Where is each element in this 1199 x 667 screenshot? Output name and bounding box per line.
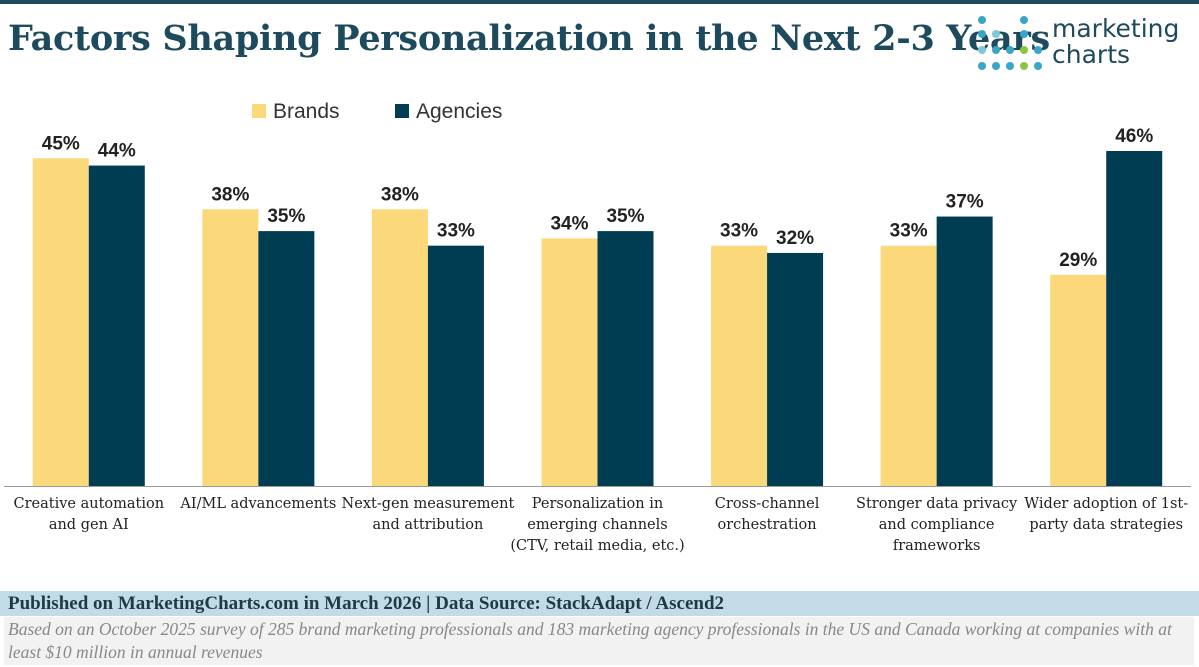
- x-tick-label-line: Wider adoption of 1st-: [1024, 496, 1188, 512]
- data-label-brands-0: 45%: [42, 133, 80, 154]
- x-tick-label-1: AI/ML advancements: [179, 496, 336, 512]
- marketingcharts-logo: marketing charts: [974, 12, 1194, 78]
- legend-label-brands: Brands: [273, 100, 340, 123]
- x-tick-label-0: Creative automation and gen AI: [13, 496, 164, 533]
- data-label-brands-1: 38%: [211, 184, 249, 205]
- bar-brands-1: [202, 209, 259, 486]
- data-label-agencies-3: 35%: [606, 206, 644, 227]
- data-label-agencies-1: 35%: [267, 206, 305, 227]
- published-source-text: Published on MarketingCharts.com in Marc…: [8, 593, 725, 614]
- survey-note-box: Based on an October 2025 survey of 285 b…: [4, 617, 1194, 665]
- data-label-agencies-4: 32%: [776, 228, 814, 249]
- bar-agencies-0: [88, 165, 145, 486]
- data-label-agencies-5: 37%: [946, 192, 984, 213]
- x-tick-label-2: Next-gen measurement and attribution: [342, 496, 515, 533]
- x-tick-label-line: Personalization in: [532, 496, 663, 512]
- x-tick-label-line: Stronger data privacy: [856, 496, 1018, 512]
- x-tick-label-line: (CTV, retail media, etc.): [510, 538, 684, 554]
- bar-brands-2: [371, 209, 428, 486]
- x-tick-label-line: and compliance: [879, 517, 995, 533]
- x-tick-label-3: Personalization in emerging channels (CTV,…: [510, 496, 684, 554]
- survey-note-text: Based on an October 2025 survey of 285 b…: [8, 619, 1172, 662]
- x-tick-label-line: and gen AI: [49, 517, 129, 533]
- logo-text: marketing charts: [1052, 16, 1179, 68]
- footer-published-bar: Published on MarketingCharts.com in Marc…: [0, 591, 1199, 616]
- logo-dots-icon: [978, 16, 1042, 70]
- x-tick-label-line: party data strategies: [1029, 517, 1183, 533]
- data-label-agencies-6: 46%: [1115, 126, 1153, 147]
- bar-brands-6: [1050, 274, 1107, 486]
- legend-swatch-brands: [252, 104, 266, 118]
- x-tick-label-line: Creative automation: [13, 496, 164, 512]
- logo-line-2: charts: [1052, 40, 1131, 69]
- bar-agencies-6: [1106, 151, 1163, 486]
- x-tick-label-line: and attribution: [372, 517, 483, 533]
- bar-brands-5: [880, 245, 937, 486]
- bar-agencies-1: [258, 231, 315, 486]
- data-label-agencies-0: 44%: [98, 141, 136, 162]
- data-label-brands-3: 34%: [550, 213, 588, 234]
- x-tick-label-6: Wider adoption of 1st-party data strateg…: [1024, 496, 1188, 533]
- data-label-brands-2: 38%: [381, 184, 419, 205]
- x-tick-label-line: Cross-channel: [715, 496, 820, 512]
- bar-agencies-3: [597, 231, 654, 486]
- x-tick-label-5: Stronger data privacy and compliance frame…: [856, 496, 1018, 554]
- logo-line-1: marketing: [1052, 14, 1180, 43]
- x-tick-label-line: emerging channels: [527, 517, 667, 533]
- legend-swatch-agencies: [395, 104, 409, 118]
- x-tick-label-4: Cross-channel orchestration: [715, 496, 820, 533]
- bar-agencies-5: [936, 216, 993, 486]
- data-label-brands-6: 29%: [1059, 250, 1097, 271]
- data-label-brands-5: 33%: [890, 221, 928, 242]
- bar-brands-4: [711, 245, 768, 486]
- x-tick-label-line: Next-gen measurement: [342, 496, 515, 512]
- bar-chart: Brands Agencies 45% 44% Creative automation a…: [4, 100, 1191, 554]
- x-tick-label-line: frameworks: [893, 538, 981, 554]
- data-label-agencies-2: 33%: [437, 221, 475, 242]
- bar-brands-0: [32, 158, 89, 487]
- data-label-brands-4: 33%: [720, 221, 758, 242]
- bar-agencies-2: [427, 245, 484, 486]
- x-tick-label-line: AI/ML advancements: [179, 496, 336, 512]
- top-rule: [0, 0, 1199, 4]
- chart-title: Factors Shaping Personalization in the N…: [8, 18, 1050, 59]
- x-tick-label-line: orchestration: [718, 517, 817, 533]
- bar-agencies-4: [767, 252, 824, 486]
- legend-label-agencies: Agencies: [416, 100, 502, 123]
- bar-brands-3: [541, 238, 598, 486]
